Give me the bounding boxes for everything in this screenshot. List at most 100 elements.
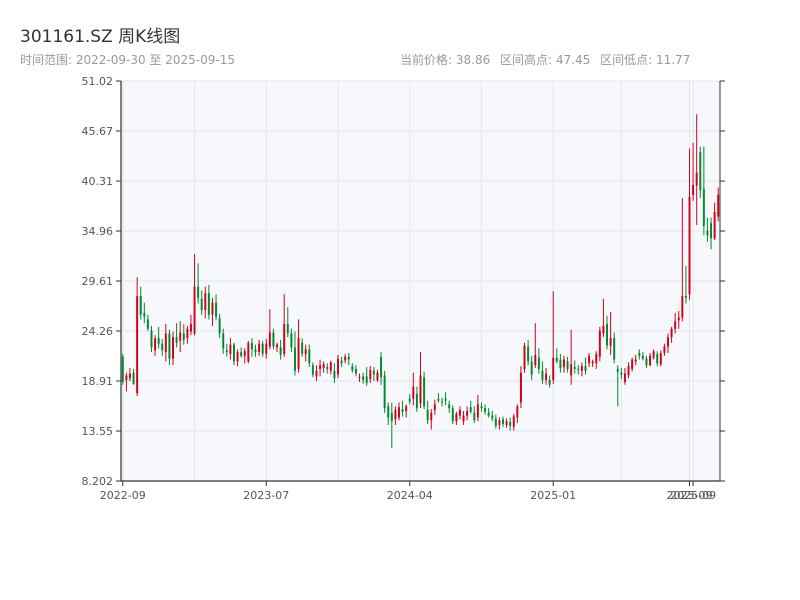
candle-body: [189, 324, 192, 332]
candle-body: [301, 342, 304, 354]
candle-body: [444, 398, 447, 401]
candle: [559, 353, 562, 373]
candle: [157, 326, 160, 349]
candle: [469, 400, 472, 414]
y-tick-label: 29.61: [82, 275, 114, 288]
candle: [606, 315, 609, 350]
candle-body: [684, 296, 687, 298]
candle-body: [179, 332, 182, 341]
candle: [179, 321, 182, 353]
candle-body: [315, 370, 318, 377]
candle: [150, 325, 153, 353]
candle-body: [552, 357, 555, 381]
candle: [494, 414, 497, 429]
candle: [354, 365, 357, 377]
y-tick-label: 13.55: [82, 425, 114, 438]
candle: [247, 340, 250, 364]
candle-body: [674, 321, 677, 329]
candle-body: [710, 223, 713, 239]
candle-body: [150, 330, 153, 348]
candle-body: [258, 343, 261, 353]
candle-body: [139, 296, 142, 315]
candle-body: [570, 364, 573, 376]
candle-body: [225, 350, 228, 353]
candle: [444, 392, 447, 406]
candle: [451, 405, 454, 425]
candle-body: [663, 346, 666, 354]
candle: [383, 370, 386, 413]
candle-body: [394, 410, 397, 420]
candle-body: [494, 418, 497, 426]
candle-body: [186, 328, 189, 339]
candle-body: [200, 298, 203, 311]
candle: [136, 277, 139, 397]
candle: [204, 286, 207, 319]
candle: [272, 328, 275, 350]
candle: [702, 146, 705, 236]
candle: [139, 286, 142, 320]
candle-body: [143, 312, 146, 317]
candle: [548, 375, 551, 388]
candle: [394, 406, 397, 425]
x-tick-label: 2025-09: [670, 489, 716, 502]
candle: [365, 367, 368, 386]
candle: [616, 365, 619, 407]
candle-body: [441, 401, 444, 403]
candle-body: [613, 338, 616, 360]
candle-body: [627, 366, 630, 376]
candle: [315, 365, 318, 382]
candle-body: [401, 409, 404, 412]
candle-body: [215, 302, 218, 317]
candle-body: [458, 410, 461, 416]
candle: [268, 309, 271, 350]
candle-body: [537, 357, 540, 369]
candle: [512, 413, 515, 431]
candle-body: [527, 346, 530, 362]
candle-body: [638, 353, 641, 356]
candle-body: [641, 355, 644, 359]
candle: [290, 328, 293, 353]
candle-body: [433, 404, 436, 411]
candle-body: [656, 353, 659, 364]
candle-body: [699, 152, 702, 191]
candle: [620, 367, 623, 380]
candle-body: [354, 368, 357, 374]
candle-body: [695, 172, 698, 186]
candle-body: [265, 343, 268, 354]
candle: [537, 348, 540, 374]
candle: [333, 363, 336, 383]
candle: [362, 372, 365, 384]
candle-body: [426, 410, 429, 421]
candle: [225, 343, 228, 357]
candle: [430, 409, 433, 430]
candle-body: [423, 377, 426, 407]
candle-body: [154, 338, 157, 351]
candle: [358, 373, 361, 382]
candle: [480, 402, 483, 412]
candle: [713, 202, 716, 240]
candle: [372, 367, 375, 382]
y-tick-label: 34.96: [82, 225, 114, 238]
candle-body: [272, 332, 275, 347]
candle: [649, 353, 652, 367]
candle: [710, 217, 713, 250]
candle: [182, 324, 185, 345]
candle: [455, 411, 458, 425]
candle: [598, 326, 601, 362]
candle: [279, 339, 282, 360]
candle: [656, 351, 659, 367]
candle: [347, 353, 350, 366]
candle: [437, 393, 440, 403]
candle: [265, 339, 268, 359]
candle: [667, 333, 669, 354]
candle-body: [146, 319, 149, 329]
candle-body: [577, 368, 580, 370]
candle: [390, 402, 393, 449]
candle: [175, 323, 178, 348]
candle: [326, 363, 329, 374]
candle-body: [211, 302, 214, 315]
candle-body: [290, 333, 293, 348]
x-tick-label: 2025-09: [667, 489, 713, 502]
candle: [132, 368, 135, 385]
candle: [218, 313, 221, 339]
